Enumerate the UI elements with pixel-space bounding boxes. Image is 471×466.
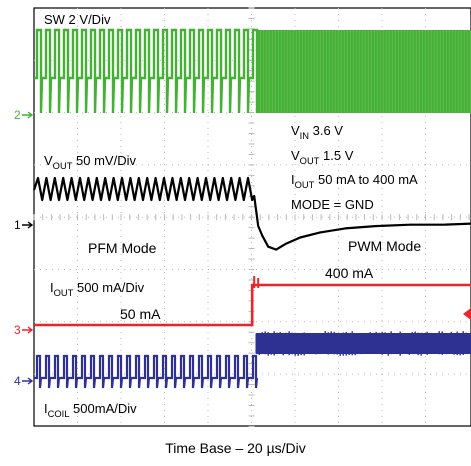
label-pfm-mode: PFM Mode [88,240,157,256]
x-axis-label: Time Base – 20 µs/Div [0,440,471,456]
channel-marker-2: 2 [14,108,21,122]
oscilloscope-screen: 2134 SW 2 V/DivVOUT 50 mV/DivVIN 3.6 VVO… [0,0,471,440]
label-sw-scale: SW 2 V/Div [44,12,111,27]
label-50ma: 50 mA [120,306,161,322]
label-400ma: 400 mA [325,265,374,281]
channel-marker-4: 4 [14,374,21,388]
label-pwm-mode: PWM Mode [348,238,421,254]
trace-sw-pwm [257,30,471,113]
label-mode: MODE = GND [291,197,374,212]
channel-marker-3: 3 [14,323,21,337]
channel-marker-1: 1 [14,218,21,232]
